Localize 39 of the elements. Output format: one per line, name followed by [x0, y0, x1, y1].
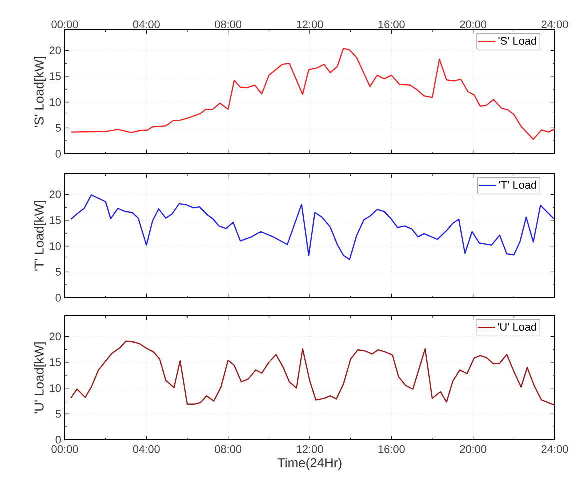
x-tick-label: 00:00 [52, 446, 78, 454]
y-tick-label: 20 [50, 332, 62, 341]
x2-tick-label: 00:00 [52, 20, 78, 28]
y-tick-label: 10 [50, 242, 62, 250]
y-tick-label: 20 [50, 190, 62, 199]
line-series [70, 340, 556, 406]
y-axis-title: 'S' Load[kW] [34, 56, 46, 128]
legend-label: 'S' Load [498, 36, 536, 45]
x-tick-label: 12:00 [297, 446, 324, 454]
x2-tick-label: 20:00 [460, 20, 487, 28]
y-tick-label: 20 [50, 46, 62, 55]
y-tick-label: 0 [56, 150, 62, 158]
x-tick-label: 20:00 [460, 446, 487, 454]
x-tick-label: 24:00 [542, 446, 568, 454]
line-series [70, 194, 555, 260]
y-axis-title: 'T' Load[kW] [34, 201, 46, 271]
line-series [70, 48, 556, 140]
y-tick-label: 15 [50, 216, 62, 224]
y-tick-label: 0 [56, 294, 62, 302]
x-tick-label: 04:00 [133, 446, 160, 454]
x2-tick-label: 16:00 [378, 20, 405, 28]
y-tick-label: 5 [56, 124, 62, 132]
legend-label: 'T' Load [499, 180, 536, 189]
y-tick-label: 15 [50, 72, 62, 80]
x-axis-title: Time(24Hr) [278, 458, 342, 470]
y-tick-label: 0 [56, 436, 62, 444]
y-tick-label: 5 [56, 268, 62, 276]
x2-tick-label: 12:00 [297, 20, 324, 28]
x2-tick-label: 24:00 [542, 20, 568, 28]
legend-label: 'U' Load [498, 322, 536, 331]
y-tick-label: 5 [56, 410, 62, 418]
x-tick-label: 16:00 [378, 446, 405, 454]
x2-tick-label: 08:00 [215, 20, 242, 28]
x-tick-label: 08:00 [215, 446, 242, 454]
y-tick-label: 10 [50, 98, 62, 106]
y-tick-label: 10 [50, 384, 62, 392]
x2-tick-label: 04:00 [133, 20, 160, 28]
y-tick-label: 15 [50, 358, 62, 366]
y-axis-title: 'U' Load[kW] [34, 342, 46, 414]
